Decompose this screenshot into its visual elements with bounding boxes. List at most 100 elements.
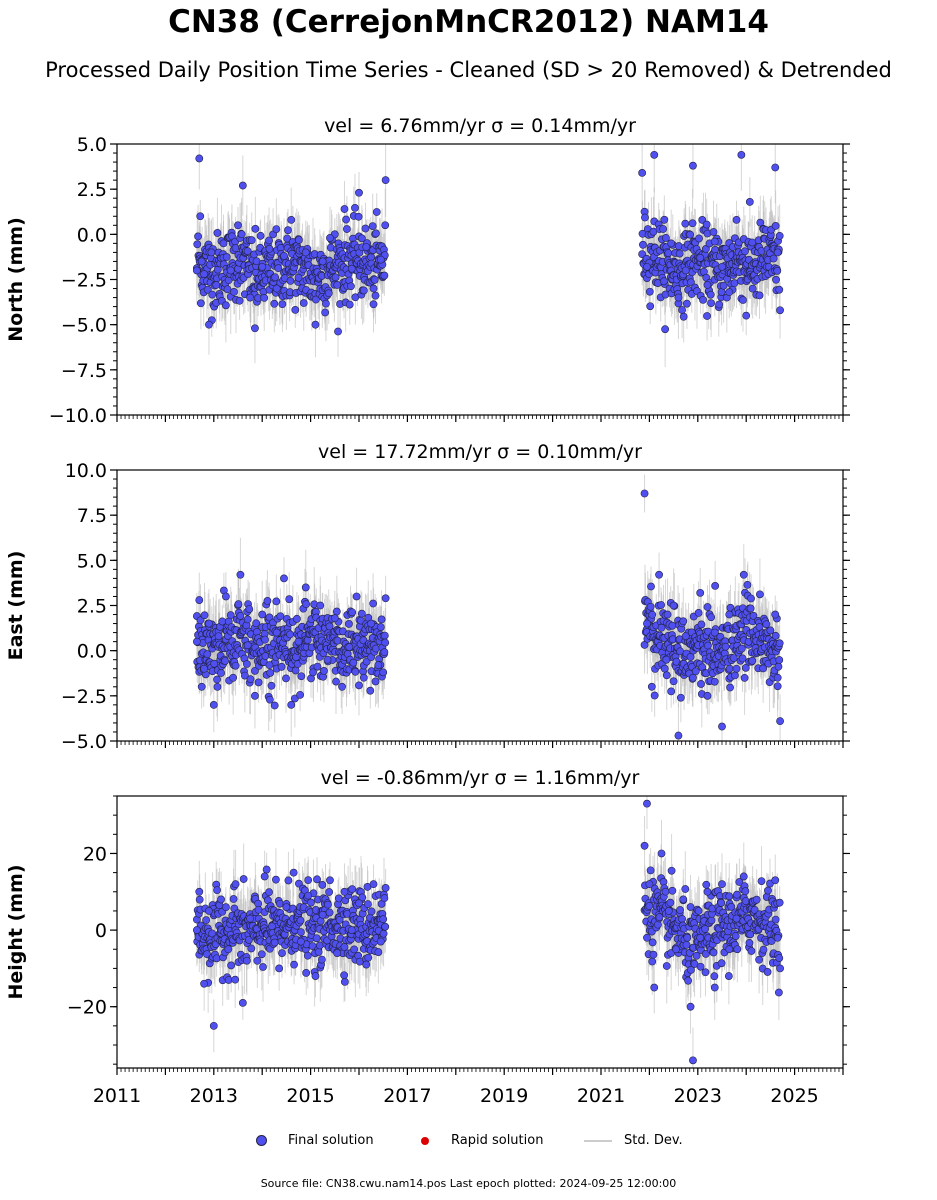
data-point (291, 306, 300, 314)
data-point (231, 244, 240, 253)
data-point (706, 290, 715, 299)
data-point (664, 249, 673, 257)
data-point (347, 282, 355, 291)
data-point (213, 886, 221, 895)
data-point (695, 234, 703, 243)
data-point (774, 662, 783, 671)
data-point (205, 320, 213, 329)
data-point (221, 301, 230, 310)
data-point (688, 219, 697, 228)
data-point (359, 673, 368, 682)
data-point (355, 188, 363, 197)
data-point (679, 312, 688, 321)
chart-title: CN38 (CerrejonMnCR2012) NAM14 (168, 4, 769, 40)
data-point (776, 717, 784, 726)
data-point (272, 284, 281, 293)
data-point (196, 299, 205, 308)
data-point (271, 273, 280, 282)
data-point (200, 270, 209, 278)
data-point (332, 607, 341, 616)
data-point (739, 296, 747, 304)
data-point (643, 619, 651, 628)
data-point (330, 614, 339, 623)
chart-subtitle: Processed Daily Position Time Series - C… (45, 58, 892, 82)
data-point (707, 299, 716, 308)
data-point (747, 594, 755, 603)
data-point (196, 212, 205, 221)
data-point (352, 592, 361, 601)
data-point (641, 213, 649, 222)
data-point (662, 671, 671, 680)
data-point (320, 666, 328, 675)
data-point (775, 656, 784, 664)
y-tick-label: −5.0 (61, 731, 107, 753)
data-point (200, 611, 209, 620)
plots-canvas: vel = 6.76mm/yr σ = 0.14mm/yr North (mm) −… (5, 115, 850, 1107)
data-point (272, 628, 281, 637)
data-point (294, 273, 303, 282)
data-point (660, 664, 669, 673)
data-point (311, 320, 320, 329)
data-point (243, 641, 252, 650)
data-point (357, 234, 366, 243)
data-point (236, 612, 245, 620)
data-point (355, 681, 363, 690)
data-point (667, 239, 676, 248)
data-point (237, 230, 246, 239)
data-point (195, 895, 204, 904)
data-point (221, 657, 229, 665)
data-point (773, 673, 782, 682)
data-point (369, 599, 378, 608)
data-point (659, 225, 668, 233)
data-point (265, 244, 274, 253)
data-point (251, 666, 259, 675)
data-point (213, 675, 221, 684)
data-point (678, 306, 686, 314)
data-point (681, 632, 690, 641)
data-point (367, 619, 375, 628)
data-point (235, 296, 244, 305)
data-point (372, 644, 380, 653)
data-point (725, 288, 734, 297)
data-point (197, 257, 206, 266)
data-point (246, 675, 255, 684)
data-point (756, 590, 764, 599)
data-point (245, 605, 254, 613)
data-point (776, 306, 784, 315)
data-point (371, 677, 380, 686)
data-point (368, 222, 377, 230)
data-point (285, 595, 294, 604)
y-tick-label: 0.0 (77, 641, 107, 663)
data-point (369, 300, 378, 309)
data-point (647, 582, 655, 591)
data-point (226, 266, 235, 275)
data-point (702, 220, 711, 229)
data-point (732, 664, 741, 673)
data-point (772, 275, 780, 284)
data-point (686, 230, 695, 239)
data-point (229, 895, 238, 903)
data-point (746, 604, 755, 613)
data-point (213, 682, 222, 691)
data-point (345, 643, 354, 651)
data-point (725, 664, 734, 673)
data-point (380, 631, 389, 640)
data-point (381, 638, 390, 647)
data-point (266, 668, 275, 677)
data-point (710, 237, 719, 246)
data-point (359, 286, 368, 295)
data-point (301, 248, 310, 257)
data-point (357, 609, 366, 618)
y-tick-label: 10.0 (65, 460, 107, 482)
data-point (732, 215, 741, 224)
data-point (195, 596, 204, 604)
data-point (381, 176, 390, 185)
data-point (208, 929, 217, 938)
data-point (239, 875, 248, 883)
data-point (703, 691, 712, 700)
data-point (668, 621, 677, 630)
data-point (707, 613, 716, 622)
data-point (657, 601, 665, 609)
data-point (721, 642, 730, 651)
data-point (212, 281, 221, 289)
